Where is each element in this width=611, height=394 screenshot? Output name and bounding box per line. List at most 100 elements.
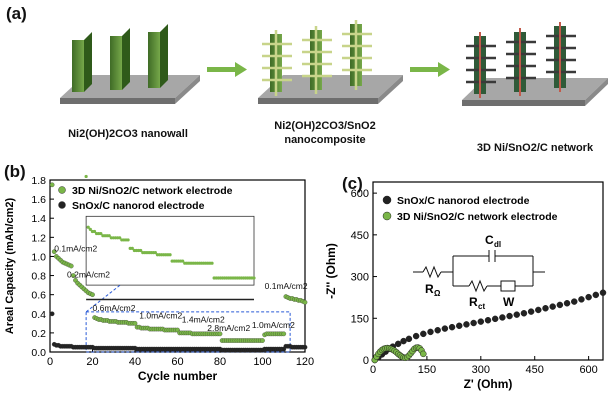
equivalent-circuit [413,250,545,293]
caption-nanocomposite-line2: nanocomposite [284,134,366,146]
y-tick-label: 600 [351,188,369,200]
nanocomposite-illustration [258,20,403,104]
data-point [585,293,592,301]
x-axis-label: Cycle number [138,369,218,383]
data-point [592,291,600,299]
data-point [281,331,287,337]
data-point [420,330,427,338]
x-tick-label: 20 [86,356,98,368]
data-point [571,298,578,305]
data-point [520,310,528,317]
inset-point [139,248,143,253]
label-w: W [503,295,515,309]
x-axis-label: Z' (Ohm) [464,377,513,391]
data-point [513,311,520,318]
inset-point [126,238,130,242]
panel-b-label: (b) [4,162,26,181]
panel-c-label: (c) [342,174,363,193]
inset-point [252,276,256,280]
rate-annotation: 0.6mA/cm2 [93,303,136,313]
warburg-element [500,280,516,292]
inset-point [118,236,122,240]
y-tick-label: 0.0 [31,347,46,359]
data-point [484,316,492,324]
zoom-inset [85,215,255,286]
data-point [542,305,549,312]
x-tick-label: 600 [579,364,597,376]
plot-frame [372,181,604,361]
data-point [427,328,434,336]
y-axis-label: -Z'' (Ohm) [324,243,338,299]
resistor-r-omega [422,265,442,279]
data-point [549,303,556,310]
x-tick-label: 100 [253,356,271,368]
inset-point [181,259,185,263]
x-tick-label: 40 [129,356,141,368]
data-point [412,332,420,340]
x-tick-label: 0 [370,364,376,376]
data-point [477,318,485,325]
y-tick-label: 150 [351,313,369,325]
label-romega-sub: Ω [434,289,441,298]
x-tick-label: 60 [171,356,183,368]
rate-annotation: 1.0mA/cm2 [252,320,295,330]
label-cdl: C [485,233,494,247]
data-point [405,335,413,343]
data-point [499,314,506,321]
resistor-rct [468,279,488,293]
inset-point [99,231,103,236]
y-tick-label: 0.4 [31,309,46,321]
data-point [302,299,308,305]
data-point [556,301,564,309]
legend-label: SnOx/C nanorod electrode [397,195,530,207]
x-tick-label: 150 [418,364,436,376]
caption-nanocomposite-line1: Ni2(OH)2CO3/SnO2 [274,120,376,132]
data-point [132,320,138,326]
data-point [563,300,571,307]
inset-point [130,246,134,250]
zoom-region [85,311,291,353]
data-point [448,323,456,331]
data-point [302,344,308,350]
legend-label: 3D Ni/SnO2/C network electrode [397,211,558,223]
data-point [463,321,470,328]
rate-annotation: 1.0mA/cm2 [139,311,182,321]
data-point [49,311,55,317]
label-cdl-sub: dl [494,240,501,249]
rate-annotation: 2.8mA/cm2 [207,323,250,333]
rate-annotation: 1.4mA/cm2 [182,314,225,324]
data-point [400,337,407,345]
rate-annotation: 0.1mA/cm2 [54,244,97,254]
y-axis-label: Areal Capacity (mAh/cm2) [4,198,16,335]
legend-label: 3D Ni/SnO2/C network electrode [72,185,233,197]
data-point [90,292,95,298]
inset-point [88,227,92,231]
legend-label: SnOx/C nanorod electrode [72,200,205,212]
legend-marker [382,211,392,221]
data-point [527,308,535,315]
y-tick-label: 0.6 [31,290,46,302]
data-point [394,340,402,348]
data-point [420,350,427,358]
y-tick-label: 300 [351,272,369,284]
data-point [491,315,499,323]
data-point [441,325,449,332]
network-illustration [462,22,608,106]
caption-nanowall: Ni2(OH)2CO3 nanowall [68,128,188,140]
caption-network: 3D Ni/SnO2/C network [476,142,594,154]
x-tick-label: 80 [214,356,226,368]
rate-annotation: 0.2mA/cm2 [67,269,110,279]
y-tick-label: 0.2 [31,328,46,340]
rate-annotation: 0.1mA/cm2 [265,281,308,291]
inset-point [153,251,157,255]
data-point [578,296,585,303]
panel-a-label: (a) [6,4,27,23]
arrow-right-icon [207,62,247,77]
data-point [506,312,513,320]
x-tick-label: 450 [526,364,544,376]
nanowall-illustration [60,24,200,104]
data-point [68,263,74,269]
rate-capability-chart: 0 20 40 60 80 100 120 0.0 0.2 0.4 0.6 0.8 1.0 1.2 1.4 1… [4,174,314,383]
arrow-right-icon [410,62,450,77]
inset-point [107,234,111,238]
